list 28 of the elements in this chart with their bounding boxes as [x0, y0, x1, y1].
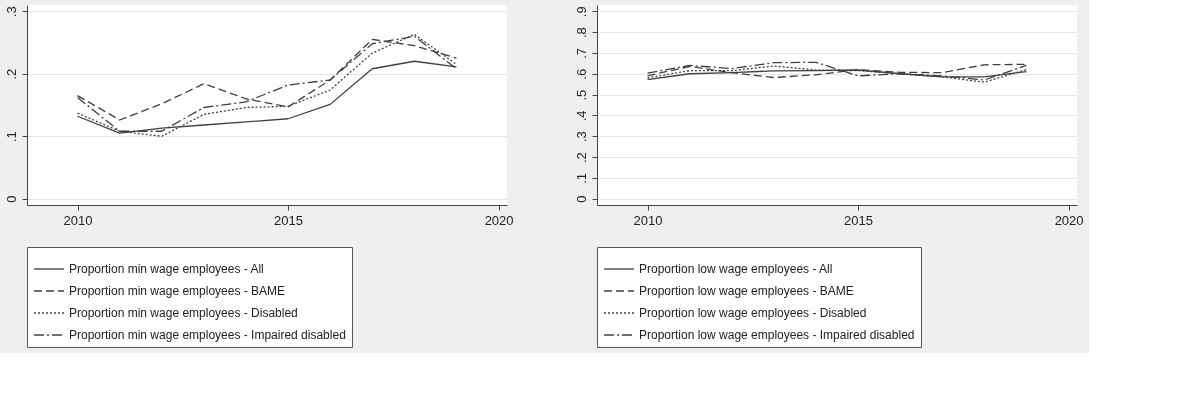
- y-tick-label: .6: [573, 68, 589, 80]
- y-tick-label: .8: [573, 27, 589, 39]
- x-tick-label: 2020: [1054, 212, 1084, 228]
- y-tick-label: .1: [3, 131, 19, 143]
- x-tick-label: 2015: [274, 212, 304, 228]
- y-tick-label: .2: [573, 152, 589, 164]
- x-tick-label: 2010: [633, 212, 663, 228]
- legend-label: Proportion low wage employees - BAME: [639, 284, 854, 298]
- y-tick-label: .7: [573, 47, 589, 59]
- legend-label: Proportion min wage employees - BAME: [69, 284, 286, 298]
- legend-label: Proportion min wage employees - All: [69, 262, 264, 276]
- legend-label: Proportion min wage employees - Disabled: [69, 306, 298, 320]
- x-tick-label: 2020: [484, 212, 514, 228]
- y-tick-label: .5: [573, 89, 589, 101]
- y-tick-label: .1: [573, 172, 589, 184]
- legend-label: Proportion low wage employees - Impaired disabled: [639, 328, 915, 342]
- legend-label: Proportion low wage employees - All: [639, 262, 833, 276]
- y-tick-label: 0: [3, 195, 19, 203]
- y-tick-label: .3: [3, 6, 19, 18]
- y-tick-label: 0: [573, 195, 589, 203]
- y-tick-label: .2: [3, 68, 19, 80]
- y-tick-label: .3: [573, 131, 589, 143]
- x-tick-label: 2010: [63, 212, 93, 228]
- y-tick-label: .4: [573, 110, 589, 122]
- legend-label: Proportion min wage employees - Impaired disabled: [69, 328, 346, 342]
- legend-label: Proportion low wage employees - Disabled: [639, 306, 867, 320]
- y-tick-label: .9: [573, 6, 589, 18]
- x-tick-label: 2015: [844, 212, 874, 228]
